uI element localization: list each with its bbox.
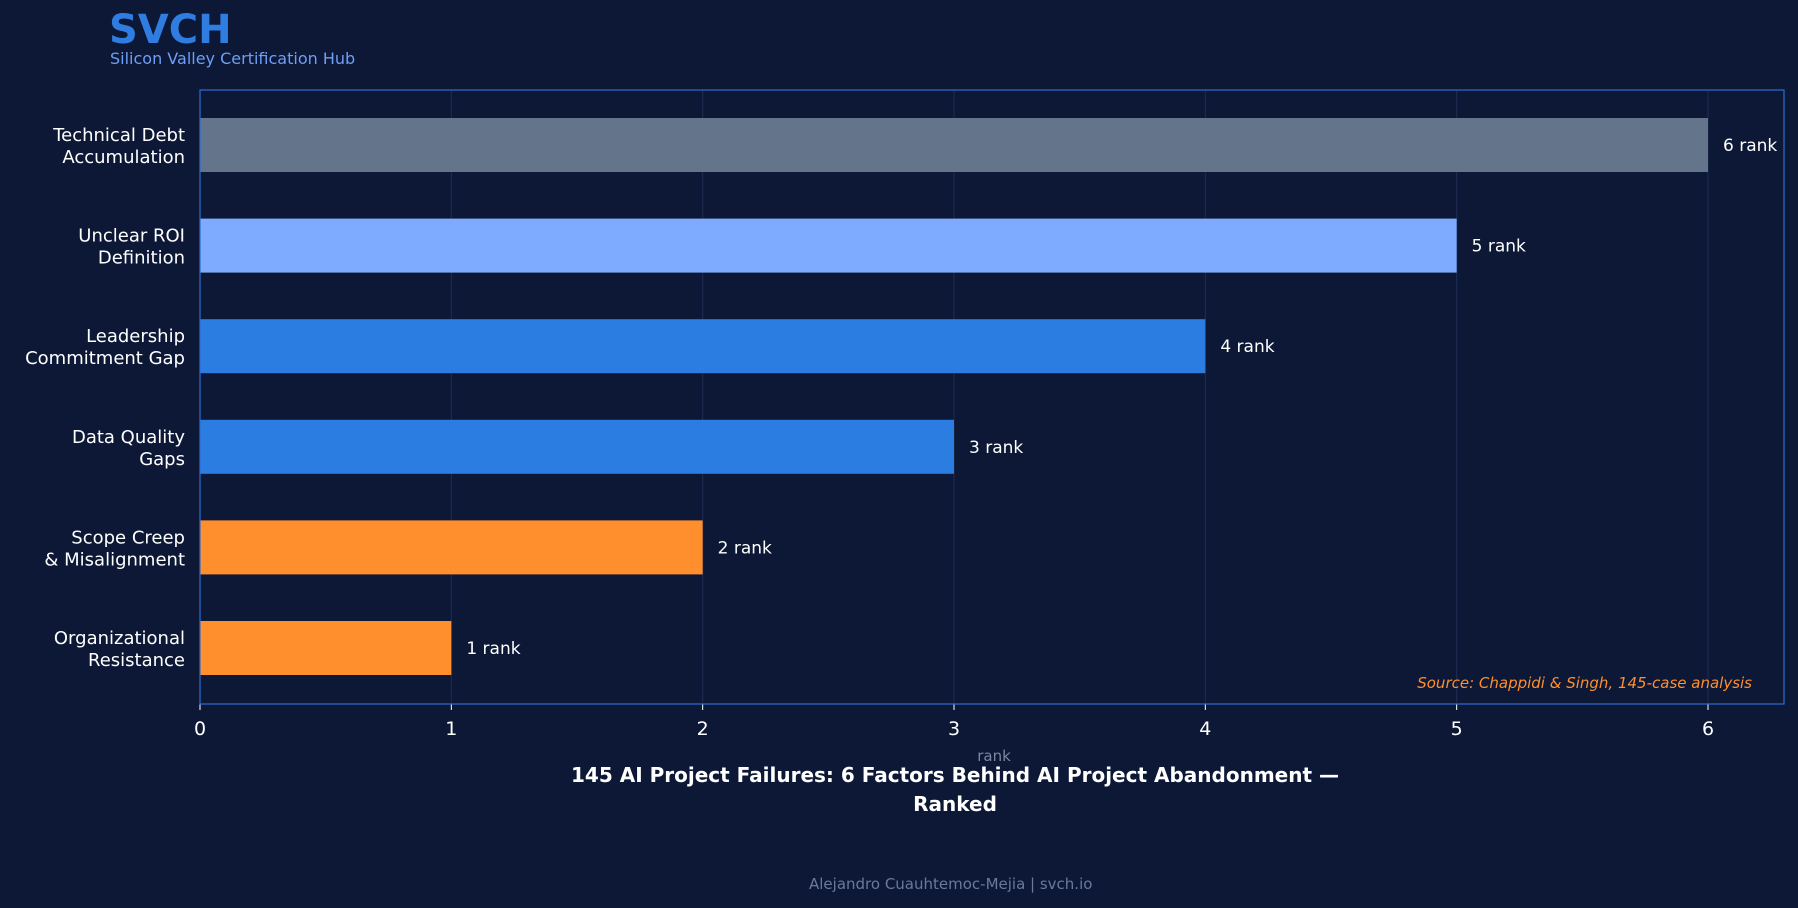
x-tick-label-1: 1 (445, 718, 457, 740)
category-label-line: Gaps (139, 449, 185, 470)
bar-3 (200, 319, 1206, 374)
footer-credit: Alejandro Cuauhtemoc-Mejia | svch.io (809, 875, 1093, 893)
category-label-2: Unclear ROI Definition (78, 226, 185, 269)
x-axis-label: rank (977, 747, 1011, 765)
x-tick-label-0: 0 (194, 718, 206, 740)
bar-5 (200, 520, 703, 575)
category-label-line: Resistance (88, 650, 185, 671)
category-label-line: Data Quality (72, 427, 185, 448)
value-label-2: 5 rank (1472, 237, 1526, 257)
plot-frame (199, 89, 1785, 705)
x-tick-label-5: 5 (1451, 718, 1463, 740)
value-label-4: 3 rank (969, 438, 1023, 458)
category-label-4: Data Quality Gaps (72, 427, 185, 470)
value-label-6: 1 rank (466, 639, 520, 659)
category-label-line: Technical Debt (52, 125, 185, 146)
chart-title-line-1: 145 AI Project Failures: 6 Factors Behin… (571, 763, 1339, 787)
x-tick-label-6: 6 (1702, 718, 1714, 740)
bar-2 (200, 218, 1457, 273)
brand-tagline: Silicon Valley Certification Hub (110, 49, 356, 68)
category-label-line: Definition (98, 248, 185, 269)
category-label-line: Accumulation (62, 147, 185, 168)
source-annotation: Source: Chappidi & Singh, 145-case analy… (1417, 674, 1752, 692)
grid-lines (450, 90, 1709, 704)
bar-4 (200, 419, 954, 474)
value-label-3: 4 rank (1220, 337, 1274, 357)
category-label-line: & Misalignment (44, 549, 185, 570)
bars (200, 118, 1708, 675)
x-tick-label-4: 4 (1199, 718, 1211, 740)
value-labels: 6 rank 5 rank 4 rank 3 rank 2 rank 1 rank (466, 136, 1777, 659)
x-tick-label-3: 3 (948, 718, 960, 740)
chart-title: 145 AI Project Failures: 6 Factors Behin… (505, 761, 1405, 819)
category-label-5: Scope Creep & Misalignment (44, 527, 185, 570)
category-label-line: Organizational (54, 628, 185, 649)
bar-1 (200, 118, 1708, 172)
chart-title-line-2: Ranked (913, 792, 997, 816)
value-label-5: 2 rank (718, 538, 772, 558)
category-label-line: Scope Creep (71, 527, 185, 548)
x-tick-label-2: 2 (697, 718, 709, 740)
category-label-3: Leadership Commitment Gap (25, 326, 185, 369)
x-tick-labels: 0 1 2 3 4 5 6 (194, 704, 1714, 740)
category-label-6: Organizational Resistance (54, 628, 185, 671)
category-label-line: Commitment Gap (25, 348, 185, 369)
category-labels: Technical Debt Accumulation Unclear ROI Def… (25, 125, 185, 671)
brand-logo-text: SVCH (109, 7, 232, 53)
category-label-1: Technical Debt Accumulation (52, 125, 185, 168)
bar-6 (200, 621, 452, 675)
category-label-line: Leadership (86, 326, 185, 347)
category-label-line: Unclear ROI (78, 226, 185, 247)
value-label-1: 6 rank (1723, 136, 1777, 156)
